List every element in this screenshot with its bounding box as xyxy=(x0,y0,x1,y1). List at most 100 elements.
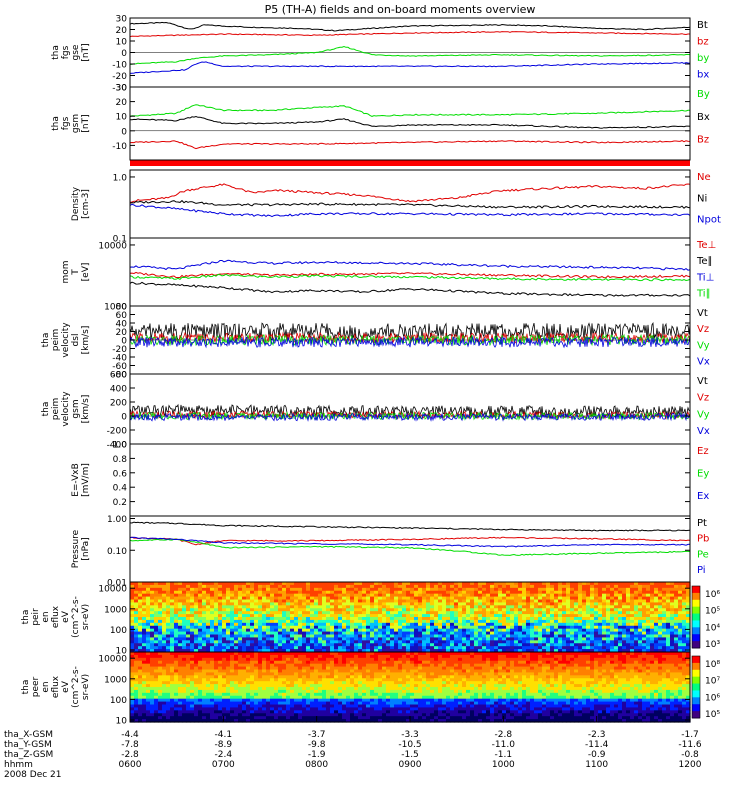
spectrogram-cell xyxy=(202,710,207,714)
spectrogram-cell xyxy=(142,695,147,700)
spectrogram-cell xyxy=(682,587,687,592)
spectrogram-cell xyxy=(282,649,287,653)
spectrogram-cell xyxy=(222,716,227,720)
spectrogram-cell xyxy=(202,707,207,711)
spectrogram-cell xyxy=(182,675,187,679)
spectrogram-cell xyxy=(638,617,643,621)
spectrogram-cell xyxy=(218,646,223,650)
spectrogram-cell xyxy=(262,640,267,644)
spectrogram-cell xyxy=(570,649,575,653)
spectrogram-cell xyxy=(414,584,419,589)
spectrogram-cell xyxy=(150,590,155,595)
spectrogram-cell xyxy=(150,634,155,639)
spectrogram-cell xyxy=(202,681,207,685)
spectrogram-cell xyxy=(362,617,367,621)
spectrogram-cell xyxy=(686,646,691,650)
spectrogram-cell xyxy=(214,672,219,676)
spectrogram-cell xyxy=(294,637,299,641)
spectrogram-cell xyxy=(530,631,535,636)
spectrogram-cell xyxy=(146,713,151,717)
spectrogram-cell xyxy=(474,631,479,636)
spectrogram-cell xyxy=(350,584,355,589)
spectrogram-cell xyxy=(478,617,483,621)
spectrogram-cell xyxy=(482,637,487,641)
spectrogram-cell xyxy=(514,634,519,639)
spectrogram-cell xyxy=(618,625,623,630)
spectrogram-cell xyxy=(174,689,179,694)
spectrogram-cell xyxy=(246,617,251,621)
spectrogram-cell xyxy=(566,608,571,612)
spectrogram-cell xyxy=(142,716,147,720)
spectrogram-cell xyxy=(610,590,615,595)
spectrogram-cell xyxy=(134,698,139,703)
spectrogram-cell xyxy=(286,596,291,601)
spectrogram-cell xyxy=(618,628,623,633)
spectrogram-cell xyxy=(162,695,167,700)
spectrogram-cell xyxy=(138,689,143,694)
spectrogram-cell xyxy=(414,611,419,615)
spectrogram-cell xyxy=(198,716,203,720)
spectrogram-cell xyxy=(534,628,539,633)
spectrogram-cell xyxy=(290,596,295,601)
y-tick-label: 10 xyxy=(116,113,128,123)
spectrogram-cell xyxy=(310,637,315,641)
spectrogram-cell xyxy=(182,637,187,641)
spectrogram-cell xyxy=(370,619,375,624)
spectrogram-cell xyxy=(510,611,515,615)
spectrogram-cell xyxy=(442,596,447,601)
panel-frame xyxy=(129,443,691,517)
spectrogram-cell xyxy=(310,622,315,627)
spectrogram-cell xyxy=(478,628,483,633)
spectrogram-cell xyxy=(298,675,303,679)
spectrogram-cell xyxy=(654,605,659,609)
spectrogram-cell xyxy=(362,587,367,592)
spectrogram-cell xyxy=(614,637,619,641)
spectrogram-cell xyxy=(494,646,499,650)
spectrogram-cell xyxy=(138,707,143,711)
spectrogram-cell xyxy=(462,590,467,595)
spectrogram-cell xyxy=(506,649,511,653)
spectrogram-cell xyxy=(502,628,507,633)
spectrogram-cell xyxy=(258,625,263,630)
spectrogram-cell xyxy=(138,625,143,630)
spectrogram-cell xyxy=(458,587,463,592)
y-axis-label: dsl xyxy=(71,334,81,347)
spectrogram-cell xyxy=(342,628,347,633)
spectrogram-cell xyxy=(210,640,215,644)
spectrogram-cell xyxy=(238,596,243,601)
spectrogram-cell xyxy=(510,602,515,606)
spectrogram-cell xyxy=(226,584,231,589)
spectrogram-cell xyxy=(418,605,423,609)
legend-bz: bz xyxy=(697,36,709,47)
spectrogram-cell xyxy=(142,681,147,685)
spectrogram-cell xyxy=(586,649,591,653)
spectrogram-cell xyxy=(182,663,187,668)
spectrogram-cell xyxy=(150,646,155,650)
spectrogram-cell xyxy=(286,643,291,647)
spectrogram-cell xyxy=(130,582,135,586)
spectrogram-cell xyxy=(322,605,327,609)
spectrogram-cell xyxy=(142,602,147,606)
spectrogram-cell xyxy=(242,619,247,624)
spectrogram-cell xyxy=(190,710,195,714)
spectrogram-cell xyxy=(358,643,363,647)
spectrogram-cell xyxy=(270,617,275,621)
spectrogram-cell xyxy=(290,710,295,714)
spectrogram-cell xyxy=(142,646,147,650)
spectrogram-cell xyxy=(154,590,159,595)
spectrogram-cell xyxy=(638,590,643,595)
spectrogram-cell xyxy=(266,619,271,624)
spectrogram-cell xyxy=(302,692,307,697)
spectrogram-cell xyxy=(554,614,559,618)
spectrogram-cell xyxy=(618,637,623,641)
spectrogram-cell xyxy=(314,698,319,703)
spectrogram-cell xyxy=(466,582,471,586)
spectrogram-cell xyxy=(190,666,195,671)
spectrogram-cell xyxy=(174,625,179,630)
colorbar-segment xyxy=(692,627,700,635)
y-axis-label: gsm xyxy=(71,114,81,133)
spectrogram-cell xyxy=(502,584,507,589)
spectrogram-cell xyxy=(150,628,155,633)
spectrogram-cell xyxy=(618,634,623,639)
spectrogram-cell xyxy=(250,678,255,682)
